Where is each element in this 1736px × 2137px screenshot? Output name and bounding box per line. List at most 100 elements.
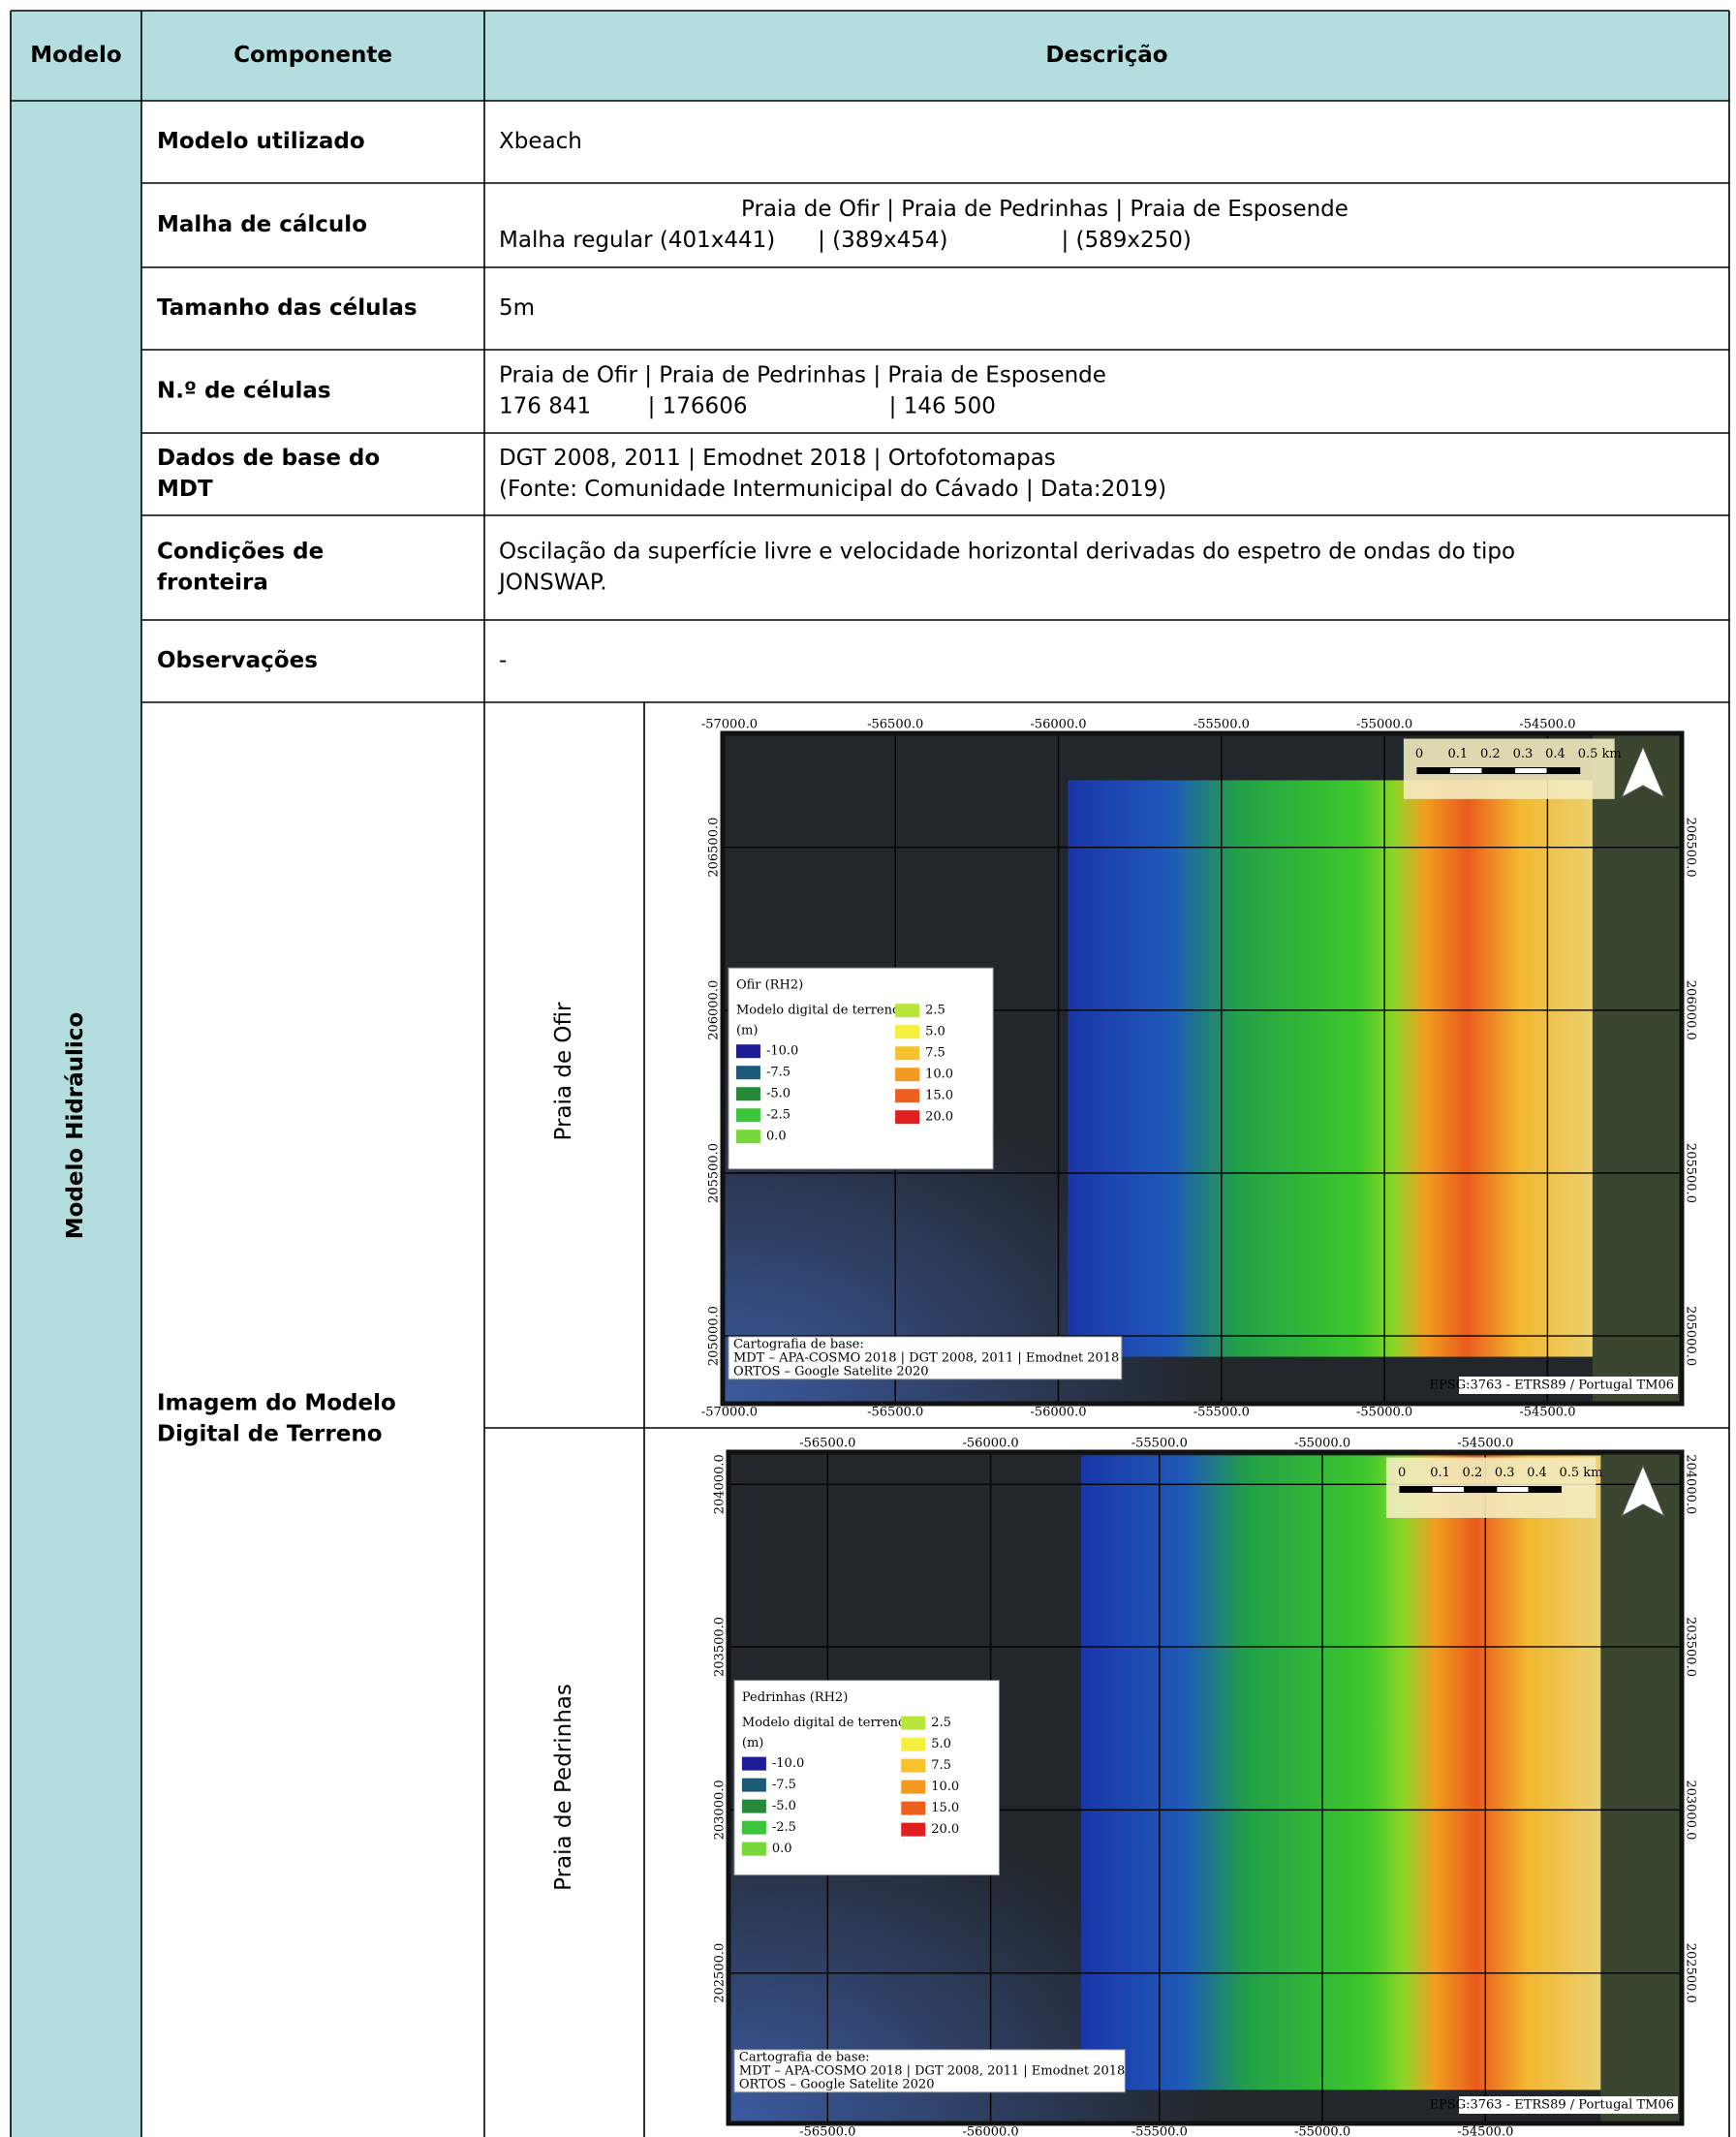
legend-swatch [736,1066,760,1079]
attribution-text: Cartografia de base: [739,2050,870,2064]
legend-swatch [895,1110,919,1124]
description-text: DGT 2008, 2011 | Emodnet 2018 | Ortofoto… [499,446,1056,471]
description-text: Oscilação da superfície livre e velocida… [499,540,1515,565]
legend-label: 5.0 [925,1025,946,1039]
scale-segment [1547,768,1580,774]
legend-unit: (m) [742,1736,763,1750]
legend-title: Pedrinhas (RH2) [742,1690,848,1705]
legend-label: 15.0 [931,1801,959,1815]
map-x-label: -56000.0 [1030,718,1086,732]
map-y-label: 204000.0 [1684,1454,1698,1514]
legend-label: 15.0 [925,1089,953,1103]
attribution-text: MDT – APA-COSMO 2018 | DGT 2008, 2011 | … [733,1350,1119,1365]
legend-swatch [901,1759,925,1773]
attribution-text: ORTOS – Google Satelite 2020 [733,1364,929,1378]
component-label: fronteira [157,571,268,596]
description-text: Malha regular (401x441) | (389x454) | (5… [499,228,1192,253]
map-x-label: -55500.0 [1194,718,1250,732]
map-x-label: -57000.0 [701,718,758,732]
map-x-label: -55500.0 [1132,2125,1188,2137]
scale-segment [1497,1487,1529,1493]
scale-segment [1482,768,1515,774]
legend-swatch [895,1089,919,1102]
component-label: Digital de Terreno [157,1422,383,1447]
description-text: 176 841 | 176606 | 146 500 [499,394,996,419]
map-x-label: -57000.0 [701,1406,758,1420]
map-x-label: -55500.0 [1132,1437,1188,1451]
map-x-label: -55000.0 [1356,718,1412,732]
map-x-label: -55000.0 [1294,1437,1350,1451]
scale-segment [1400,1487,1432,1493]
map-y-label: 205500.0 [1684,1143,1698,1203]
legend-swatch [901,1781,925,1794]
map: -56500.0-56500.0-56000.0-56000.0-55500.0… [713,1437,1698,2137]
scale-segment [1465,1487,1497,1493]
map-y-label: 205500.0 [707,1143,722,1203]
map-y-label: 205000.0 [1684,1306,1698,1366]
legend-title: Ofir (RH2) [736,978,803,993]
map-x-label: -54500.0 [1519,1406,1575,1420]
legend-label: 0.0 [772,1842,792,1856]
column-header: Componente [233,43,392,68]
scale-segment [1529,1487,1561,1493]
map-y-label: 202500.0 [713,1943,728,2003]
scale-segment [1515,768,1548,774]
legend-swatch [742,1843,766,1856]
map-name: Praia de Ofir [551,1002,576,1140]
legend-label: -7.5 [766,1066,790,1080]
legend-swatch [742,1779,766,1792]
legend-swatch [895,1046,919,1060]
map-y-label: 204000.0 [713,1454,728,1514]
component-label: Malha de cálculo [157,212,367,237]
component-label: Condições de [157,540,324,565]
scale-label: 0.2 [1480,747,1501,761]
legend-swatch [901,1802,925,1815]
legend-label: -10.0 [766,1044,798,1059]
legend-label: 20.0 [925,1110,953,1125]
model-label: Modelo Hidráulico [63,1012,88,1239]
crs-text: EPSG:3763 - ETRS89 / Portugal TM06 [1430,2098,1674,2113]
legend-label: 7.5 [925,1046,946,1061]
map-x-label: -54500.0 [1457,2125,1513,2137]
map-y-label: 203500.0 [713,1617,728,1677]
legend-label: 10.0 [925,1068,953,1082]
map-y-label: 206500.0 [707,818,722,878]
map-name: Praia de Pedrinhas [551,1684,576,1891]
scale-label: 0.2 [1463,1466,1483,1480]
map-x-label: -56000.0 [963,1437,1019,1451]
attribution-text: ORTOS – Google Satelite 2020 [739,2077,935,2091]
description-text: Praia de Ofir | Praia de Pedrinhas | Pra… [499,363,1106,388]
legend-swatch [742,1800,766,1813]
component-label: Observações [157,648,318,673]
legend-swatch [901,1738,925,1751]
legend-label: 20.0 [931,1822,959,1837]
component-label: Imagem do Modelo [157,1391,396,1416]
component-label: N.º de células [157,379,331,404]
scale-label: 0.5 km [1559,1466,1602,1480]
map-y-label: 206500.0 [1684,818,1698,878]
legend-unit: (m) [736,1024,758,1038]
scale-label: 0.1 [1447,747,1468,761]
map-x-label: -56500.0 [799,1437,855,1451]
map-y-label: 206000.0 [707,980,722,1040]
page: ModeloComponenteDescriçãoModelo Hidráuli… [0,0,1736,2137]
component-label: MDT [157,477,213,502]
map: -57000.0-57000.0-56500.0-56500.0-56000.0… [701,718,1698,1420]
legend-swatch [742,1821,766,1835]
legend-label: 5.0 [931,1737,951,1751]
legend-label: 0.0 [766,1130,787,1144]
component-label: Dados de base do [157,446,380,471]
column-header: Descrição [1045,43,1167,68]
attribution-text: Cartografia de base: [733,1337,864,1351]
map-y-label: 203000.0 [1684,1780,1698,1840]
map-land [1593,733,1682,1404]
map-dtm [1068,780,1593,1356]
legend-swatch [736,1087,760,1100]
map-y-label: 205000.0 [707,1306,722,1366]
map-y-label: 202500.0 [1684,1943,1698,2003]
map-x-label: -56500.0 [867,718,923,732]
legend-label: -5.0 [766,1087,790,1101]
scale-segment [1417,768,1450,774]
legend-swatch [895,1025,919,1038]
map-y-label: 206000.0 [1684,980,1698,1040]
